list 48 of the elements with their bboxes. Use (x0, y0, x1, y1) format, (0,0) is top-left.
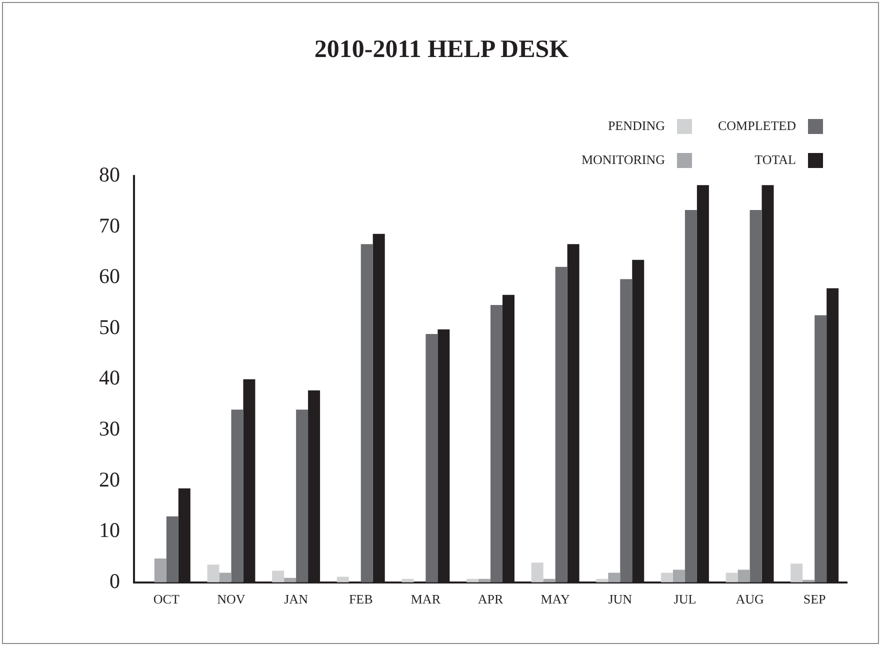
bar (490, 305, 502, 582)
bar (531, 562, 544, 582)
legend-label: COMPLETED (718, 118, 796, 134)
x-tick-label: MAY (540, 592, 570, 607)
bar (790, 564, 803, 582)
y-tick-label: 20 (99, 467, 120, 492)
chart-title: 2010-2011 HELP DESK (313, 36, 570, 64)
bar (620, 279, 632, 582)
x-tick-label: APR (478, 592, 504, 607)
bar (814, 315, 827, 582)
bar (672, 570, 685, 582)
bar (231, 410, 244, 582)
x-tick-label: AUG (736, 592, 764, 607)
x-tick-label: JUL (674, 592, 696, 607)
x-tick-label: JUN (608, 592, 633, 607)
legend-label: PENDING (608, 118, 665, 134)
x-tick-label: NOV (217, 592, 246, 607)
x-tick-label: FEB (348, 592, 374, 607)
bar (336, 576, 349, 582)
x-tick-label: OCT (153, 592, 180, 607)
y-tick-label: 0 (110, 568, 120, 593)
x-tick-label: MAR (410, 592, 441, 607)
legend-label: MONITORING (581, 152, 665, 168)
bar (750, 210, 762, 582)
legend-label: TOTAL (754, 152, 796, 168)
bar (207, 564, 220, 582)
bar (684, 210, 697, 582)
bar (296, 410, 308, 582)
bar (272, 570, 284, 582)
bar (738, 570, 750, 582)
x-tick-label: SEP (803, 592, 826, 607)
bar (608, 572, 620, 582)
bar (166, 516, 178, 582)
bar (360, 244, 373, 582)
bar (219, 572, 232, 582)
y-tick-label: 50 (99, 314, 120, 339)
y-tick-label: 70 (99, 213, 120, 238)
bar (555, 266, 568, 582)
bar (660, 572, 673, 582)
y-tick-label: 10 (99, 518, 120, 542)
bar (426, 334, 438, 582)
y-tick-label: 30 (99, 416, 120, 441)
bar (726, 572, 738, 582)
y-tick-label: 60 (99, 264, 120, 288)
bar (154, 558, 166, 582)
y-tick-label: 80 (99, 162, 120, 187)
y-tick-label: 40 (99, 366, 120, 390)
x-tick-label: JAN (284, 592, 309, 607)
